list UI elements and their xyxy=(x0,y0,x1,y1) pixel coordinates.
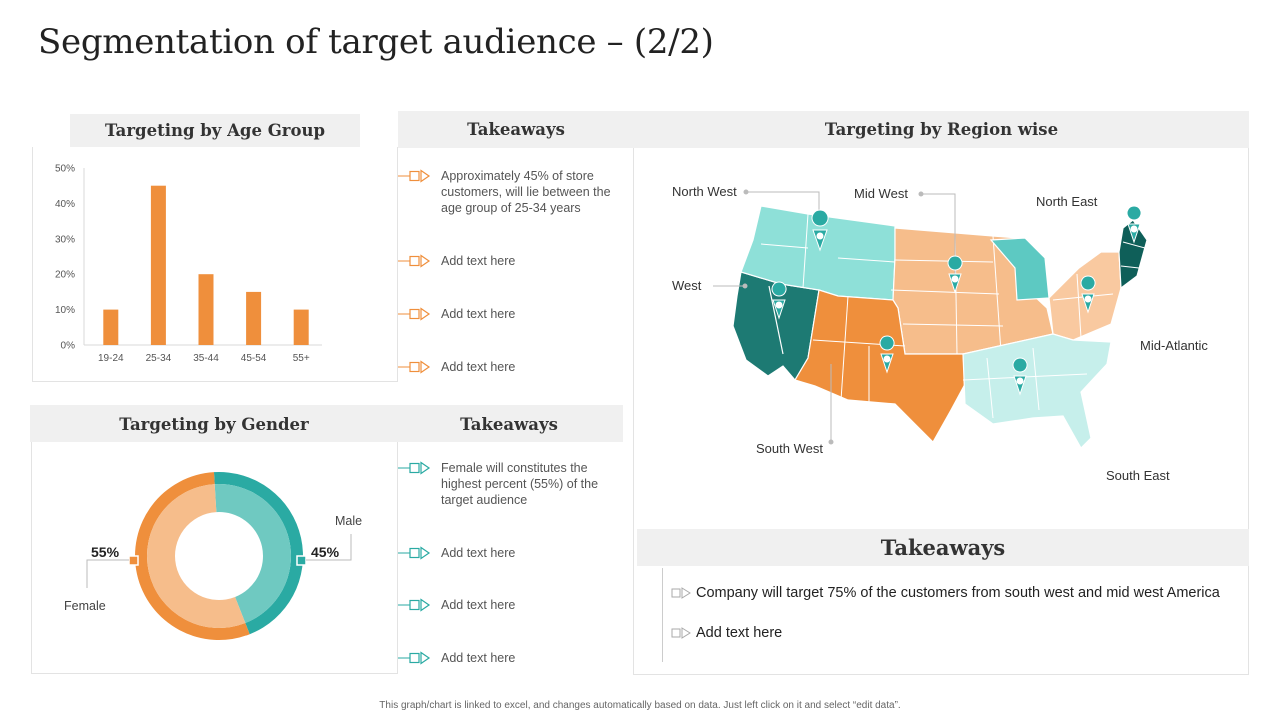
region-takeaways-rail xyxy=(662,568,663,662)
age-takeaways-header: Takeaways xyxy=(398,111,634,148)
region-takeaways-header: Takeaways xyxy=(637,529,1249,566)
region-takeaway-text: Add text here xyxy=(696,625,783,641)
y-tick-label: 50% xyxy=(55,164,75,175)
age-takeaway-item: Add text here xyxy=(398,359,630,375)
gender-takeaways-header-label: Takeaways xyxy=(460,414,558,434)
x-tick-label: 25-34 xyxy=(146,353,172,364)
x-tick-label: 19-24 xyxy=(98,353,124,364)
y-tick-label: 0% xyxy=(61,341,76,352)
map-pin-icon xyxy=(947,255,963,294)
age-takeaway-item: Approximately 45% of store customers, wi… xyxy=(398,168,630,216)
arrow-bullet-icon xyxy=(398,360,431,374)
region-label-west: West xyxy=(672,278,702,293)
region-header: Targeting by Region wise xyxy=(634,111,1249,148)
arrow-bullet-icon xyxy=(671,587,691,599)
gender-takeaway-text: Add text here xyxy=(441,651,516,665)
map-pin-icon xyxy=(1080,275,1096,314)
gender-header-bar xyxy=(30,405,623,442)
map-pin-icon xyxy=(1126,205,1142,244)
region-label-north-east: North East xyxy=(1036,194,1098,209)
bar-19-24 xyxy=(103,309,119,345)
x-tick-label: 55+ xyxy=(293,353,310,364)
slice-male xyxy=(214,484,291,624)
region-takeaway-text: Company will target 75% of the customers… xyxy=(696,585,1220,601)
map-pin-icon xyxy=(771,281,787,320)
gender-header-label: Targeting by Gender xyxy=(119,414,309,434)
region-label-mid-atlantic: Mid-Atlantic xyxy=(1140,338,1208,353)
map-pin-icon xyxy=(811,209,829,252)
slice-male-outer xyxy=(213,472,304,635)
age-group-header-label: Targeting by Age Group xyxy=(104,121,326,140)
arrow-bullet-icon xyxy=(671,627,691,639)
gender-donut-chart: 55% 45% Female Male xyxy=(64,472,362,640)
bar-35-44 xyxy=(198,274,214,345)
age-group-bar-chart: 0% 10% 20% 30% 40% 50% 19-24 25-34 35-44 45-54 55+ xyxy=(55,164,322,364)
male-callout-line xyxy=(306,534,352,561)
y-tick-label: 30% xyxy=(55,234,75,245)
age-takeaway-item: Add text here xyxy=(398,306,630,322)
age-takeaway-item: Add text here xyxy=(398,253,630,269)
region-southwest-shape xyxy=(794,289,966,443)
region-northeast-shape xyxy=(1118,219,1148,290)
arrow-bullet-icon xyxy=(398,546,431,560)
region-takeaway-item: Add text here xyxy=(670,625,782,641)
bar-45-54 xyxy=(246,291,262,345)
female-marker xyxy=(128,555,139,566)
male-value-label: 45% xyxy=(311,544,340,560)
age-takeaway-text: Add text here xyxy=(441,360,516,374)
female-callout-line xyxy=(86,559,129,588)
male-category-label: Male xyxy=(335,514,362,528)
arrow-bullet-icon xyxy=(398,169,431,183)
age-takeaway-text: Add text here xyxy=(441,254,516,268)
region-label-south-east: South East xyxy=(1106,468,1170,483)
age-takeaways-header-label: Takeaways xyxy=(467,120,565,139)
x-tick-label: 45-54 xyxy=(241,353,267,364)
bar-25-34 xyxy=(150,185,166,345)
y-tick-label: 40% xyxy=(55,199,75,210)
footer-note: This graph/chart is linked to excel, and… xyxy=(379,700,901,711)
page-title: Segmentation of target audience – (2/2) xyxy=(38,22,714,62)
age-group-chart-box xyxy=(32,147,398,382)
x-tick-label: 35-44 xyxy=(193,353,219,364)
gender-takeaway-item: Female will constitutes the highest perc… xyxy=(398,460,630,508)
y-tick-label: 10% xyxy=(55,305,75,316)
gender-takeaway-item: Add text here xyxy=(398,545,630,561)
age-group-header: Targeting by Age Group xyxy=(70,114,360,147)
region-label-north-west: North West xyxy=(672,184,737,199)
gender-takeaway-item: Add text here xyxy=(398,650,630,666)
male-marker xyxy=(296,555,307,566)
gender-takeaway-text: Add text here xyxy=(441,546,516,560)
bar-55+ xyxy=(293,309,309,345)
us-region-map: North West Mid West North East West Mid-… xyxy=(672,184,1208,483)
region-label-mid-west: Mid West xyxy=(854,186,908,201)
region-header-label: Targeting by Region wise xyxy=(824,120,1059,139)
gender-header: Targeting by Gender xyxy=(84,407,344,441)
arrow-bullet-icon xyxy=(398,307,431,321)
gender-takeaway-text: Add text here xyxy=(441,598,516,612)
map-pin-icon xyxy=(879,335,895,374)
region-label-south-west: South West xyxy=(756,441,823,456)
region-takeaways-header-label: Takeaways xyxy=(880,535,1006,560)
map-pin-icon xyxy=(1012,357,1028,396)
age-takeaway-text: Approximately 45% of store customers, wi… xyxy=(441,169,611,215)
arrow-bullet-icon xyxy=(398,254,431,268)
arrow-bullet-icon xyxy=(398,461,431,475)
female-category-label: Female xyxy=(64,599,106,613)
gender-takeaways-header: Takeaways xyxy=(398,407,620,441)
age-takeaway-text: Add text here xyxy=(441,307,516,321)
gender-takeaway-text: Female will constitutes the highest perc… xyxy=(441,461,599,507)
gender-takeaway-item: Add text here xyxy=(398,597,630,613)
y-tick-label: 20% xyxy=(55,270,75,281)
female-value-label: 55% xyxy=(91,544,120,560)
slice-female xyxy=(147,484,246,628)
arrow-bullet-icon xyxy=(398,651,431,665)
arrow-bullet-icon xyxy=(398,598,431,612)
region-takeaway-item: Company will target 75% of the customers… xyxy=(670,585,1220,601)
